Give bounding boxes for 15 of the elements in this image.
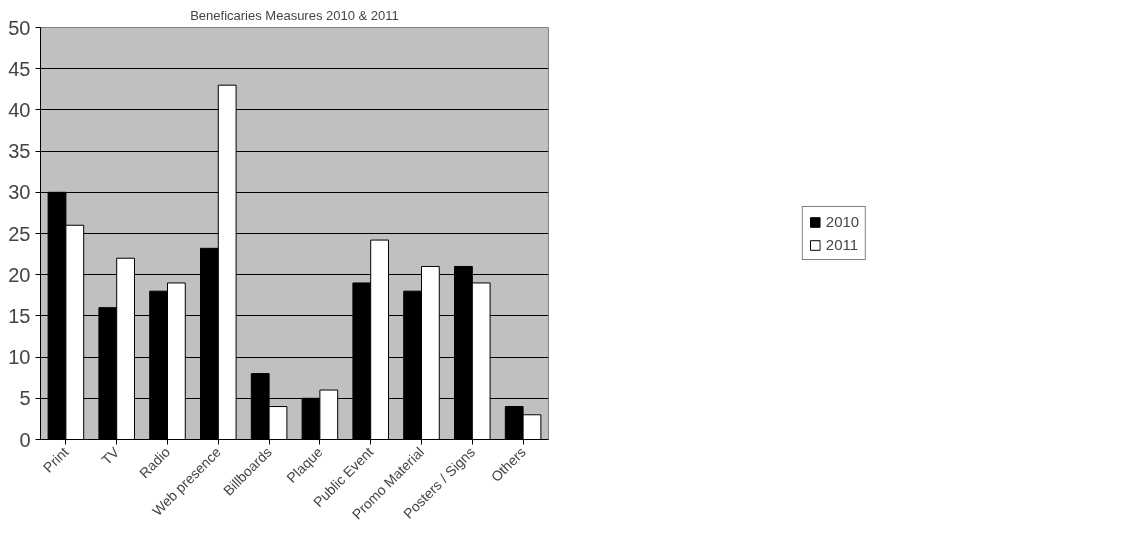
y-tick-label: 35 xyxy=(8,140,31,163)
y-tick-label: 5 xyxy=(19,387,31,410)
y-tick-label: 45 xyxy=(8,57,31,80)
x-tick-label: TV xyxy=(98,443,123,468)
y-tick-label: 15 xyxy=(8,304,31,327)
y-tick-label: 30 xyxy=(8,181,31,204)
y-tick-label: 0 xyxy=(19,428,31,451)
y-tick-label: 40 xyxy=(8,98,31,121)
y-tick-label: 10 xyxy=(8,346,31,369)
y-tick-label: 50 xyxy=(8,16,31,39)
legend-label: 2010 xyxy=(825,213,860,230)
legend-label: 2011 xyxy=(825,236,859,253)
chart-title: Beneficaries Measures 2010 & 2011 xyxy=(190,7,399,23)
y-tick-label: 25 xyxy=(8,222,31,245)
y-tick-label: 20 xyxy=(8,263,31,286)
